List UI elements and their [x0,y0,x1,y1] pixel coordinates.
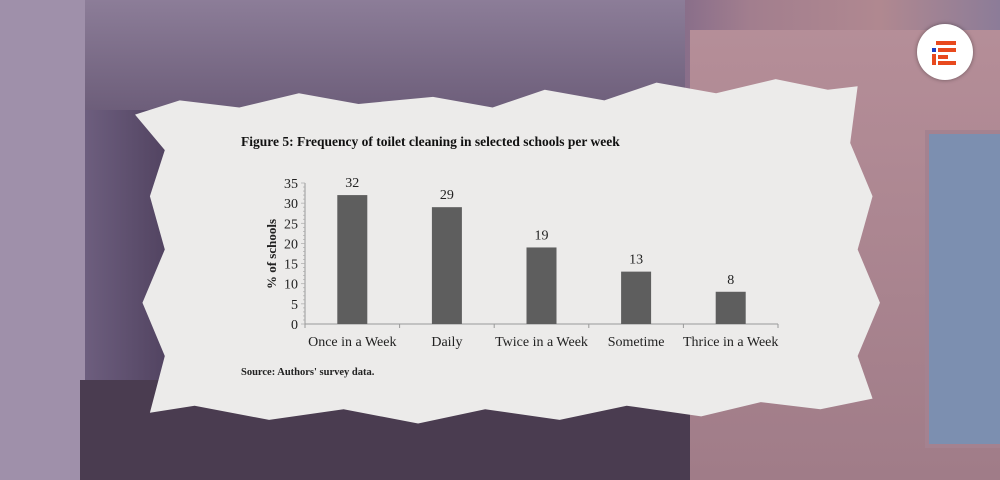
bar [526,247,557,324]
y-tick-label: 5 [291,298,298,313]
y-tick-label: 20 [284,237,298,252]
wall [0,0,85,480]
torn-paper [135,79,880,424]
window [925,130,1000,448]
y-tick-label: 10 [284,278,298,293]
data-label: 8 [727,273,734,288]
bar [621,271,652,324]
bar [337,195,368,324]
logo-e-icon [932,41,956,65]
data-label: 19 [535,228,549,243]
source-note: Source: Authors' survey data. [241,367,375,378]
y-axis-label: % of schools [264,219,279,289]
x-tick-label: Once in a Week [308,335,396,350]
bar [715,291,746,324]
data-label: 29 [440,188,454,203]
x-tick-label: Sometime [608,335,665,350]
x-tick-label: Twice in a Week [495,335,588,350]
x-tick-label: Thrice in a Week [683,335,778,350]
data-label: 32 [345,176,359,191]
y-tick-label: 25 [284,217,298,232]
y-tick-label: 35 [284,177,298,192]
brand-logo [917,24,973,80]
bar [431,207,462,324]
data-label: 13 [629,253,643,268]
y-tick-label: 15 [284,258,298,273]
chart-title: Figure 5: Frequency of toilet cleaning i… [241,134,620,149]
x-tick-label: Daily [431,335,462,350]
y-tick-label: 30 [284,197,298,212]
roof [85,0,685,110]
y-tick-label: 0 [291,318,298,333]
